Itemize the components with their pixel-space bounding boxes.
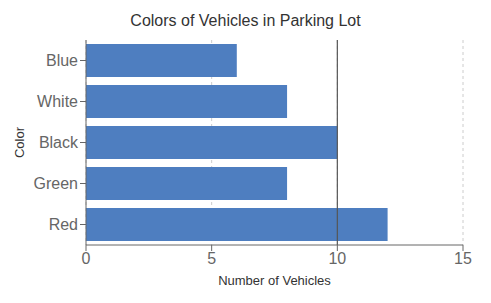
svg-text:10: 10 [328,250,346,267]
html-text:Colors of Vehicles in Parking: Colors of Vehicles in Parking Lot [130,12,361,29]
svg-text:White: White [37,93,78,110]
svg-text:Black: Black [39,134,79,151]
svg-text:Color: Color [12,126,27,158]
svg-text:5: 5 [207,250,216,267]
svg-text:15: 15 [454,250,472,267]
svg-text:Number of Vehicles: Number of Vehicles [218,273,331,288]
svg-text:Red: Red [49,216,78,233]
svg-text:0: 0 [82,250,91,267]
svg-text:Green: Green [34,175,78,192]
svg-text:Blue: Blue [46,52,78,69]
